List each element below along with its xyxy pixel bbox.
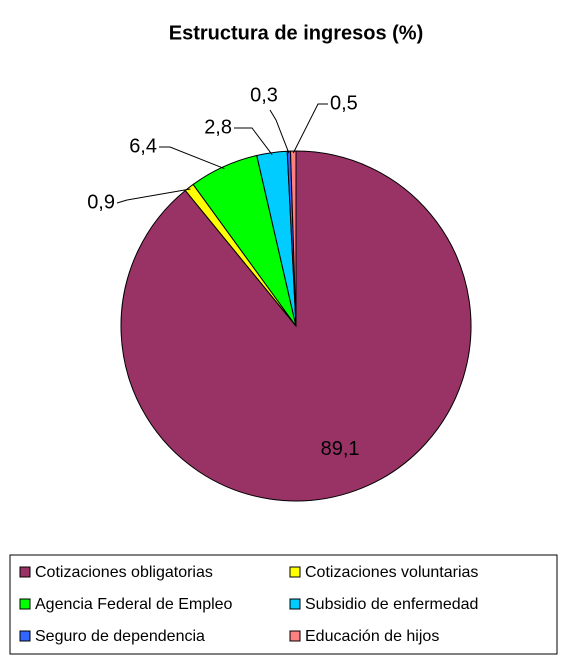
legend-label: Cotizaciones obligatorias	[35, 564, 213, 581]
legend-box	[9, 554, 558, 655]
pie-slice	[289, 150, 297, 327]
leader-line	[116, 188, 191, 204]
legend-label: Cotizaciones voluntarias	[305, 564, 478, 581]
legend-swatch	[289, 630, 301, 642]
data-label: 0,5	[330, 92, 358, 114]
legend-swatch	[19, 630, 31, 642]
leader-line	[269, 109, 290, 154]
leader-line	[234, 127, 273, 155]
data-label: 89,1	[321, 438, 360, 460]
data-label: 0,3	[250, 84, 278, 106]
legend-label: Agencia Federal de Empleo	[35, 596, 233, 613]
legend-swatch	[289, 598, 301, 610]
leader-line	[159, 146, 225, 170]
chart-title: Estructura de ingresos (%)	[169, 22, 424, 44]
data-label: 6,4	[129, 135, 157, 157]
legend-swatch	[19, 598, 31, 610]
legend-label: Educación de hijos	[305, 628, 439, 645]
data-label: 0,9	[87, 191, 115, 213]
legend-swatch	[19, 566, 31, 578]
data-label: 2,8	[204, 116, 232, 138]
legend-swatch	[289, 566, 301, 578]
legend-label: Subsidio de enfermedad	[305, 596, 478, 613]
legend-label: Seguro de dependencia	[35, 628, 205, 645]
leader-line	[292, 103, 328, 154]
